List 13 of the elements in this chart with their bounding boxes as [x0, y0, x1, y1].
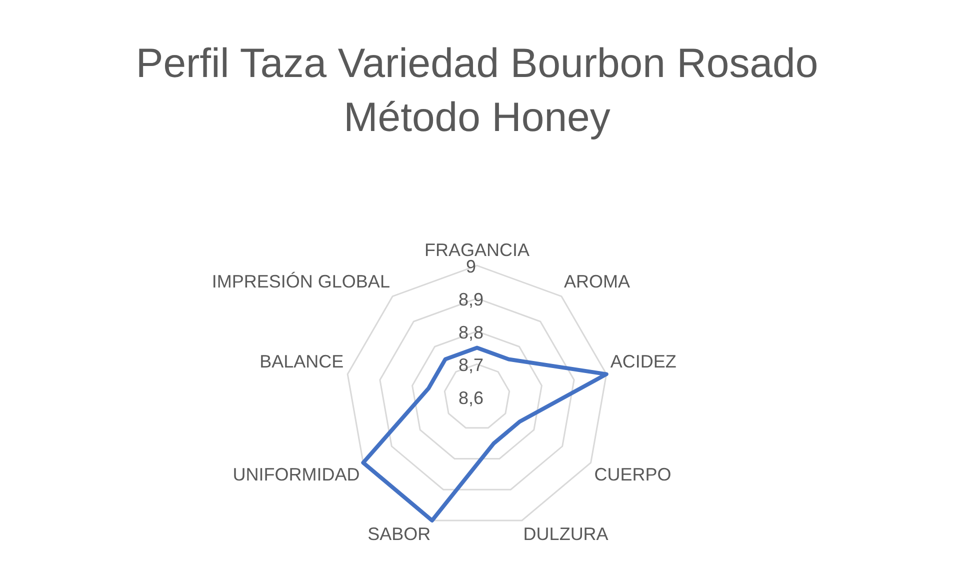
- y-tick-label: 8,6: [458, 388, 484, 408]
- y-tick-label: 8,7: [458, 355, 484, 376]
- spoke-label: DULZURA: [523, 524, 608, 544]
- spoke-label: CUERPO: [594, 464, 672, 484]
- chart-title: Perfil Taza Variedad Bourbon Rosado Método Honey: [134, 39, 820, 142]
- spoke-label: IMPRESIÓN GLOBAL: [212, 271, 390, 292]
- spoke-label: BALANCE: [260, 352, 344, 372]
- spoke-label: SABOR: [368, 524, 431, 544]
- spoke-label: AROMA: [564, 271, 630, 292]
- y-tick-label: 8,9: [458, 289, 484, 310]
- spoke-label: UNIFORMIDAD: [232, 464, 360, 484]
- y-tick-label: 8,8: [458, 322, 484, 342]
- spoke-label: ACIDEZ: [610, 352, 676, 372]
